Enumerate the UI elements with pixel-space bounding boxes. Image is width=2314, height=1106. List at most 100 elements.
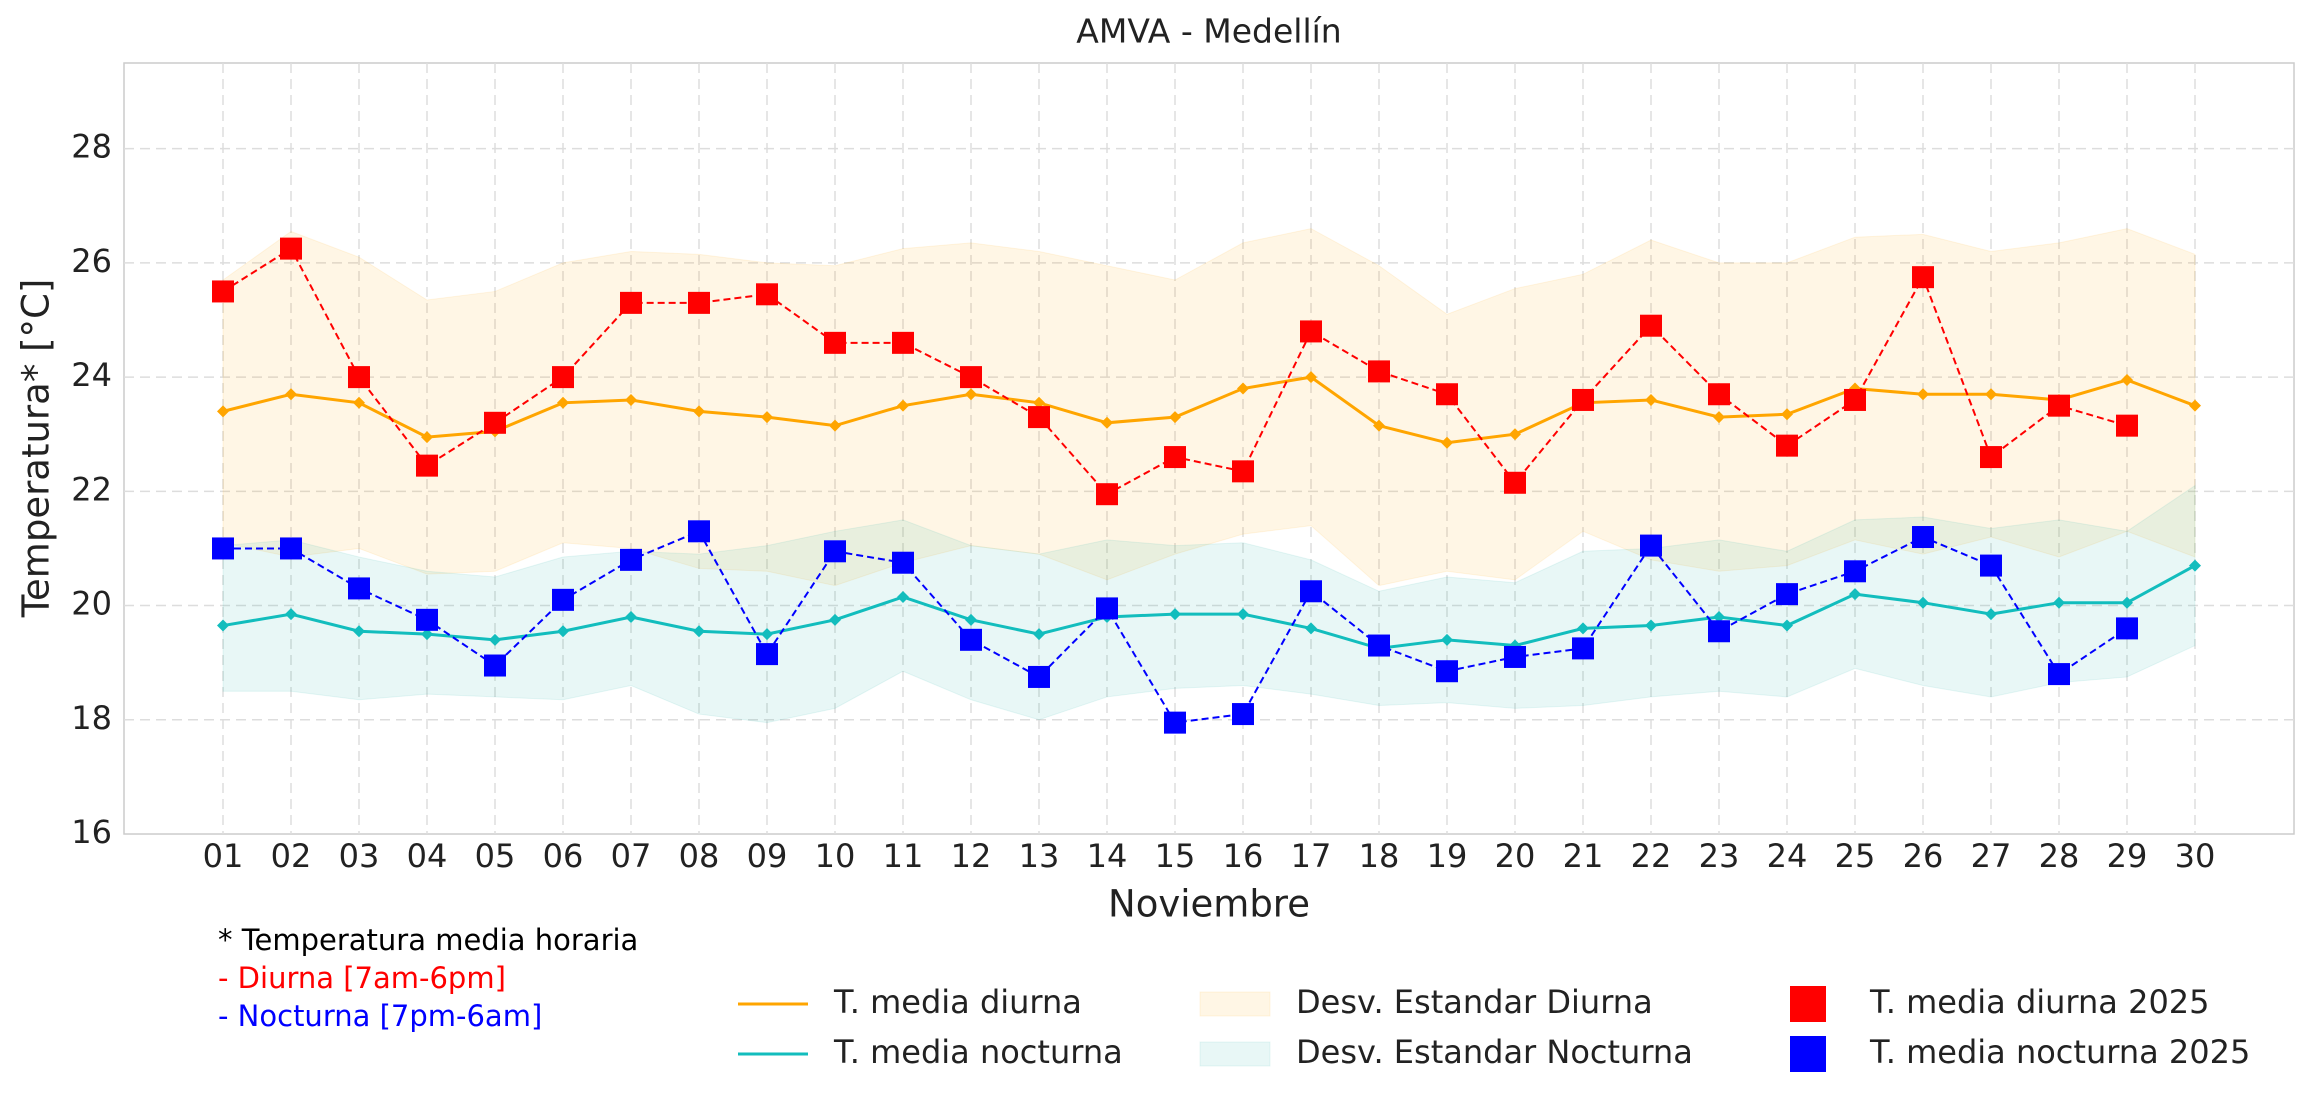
square-marker [1300,320,1322,343]
note: * Temperatura media horaria [218,923,638,957]
square-marker [1164,446,1186,469]
mean-marker [829,419,841,432]
square-marker [1776,583,1798,606]
note: - Diurna [7am-6pm] [218,961,506,995]
mean-marker [1985,388,1997,401]
square-marker [212,280,234,303]
mean-marker [1305,622,1317,635]
x-tick-label: 28 [2039,837,2080,875]
x-tick-label: 18 [1359,837,1400,875]
y-tick-label: 20 [71,585,112,623]
square-marker [1504,645,1526,668]
mean-marker [1169,608,1181,621]
square-marker [348,366,370,389]
square-marker [620,291,642,314]
mean-line [222,564,2196,650]
x-tick-label: 05 [475,837,516,875]
mean-marker [217,405,229,418]
square-marker [1572,637,1594,660]
square-marker [1776,434,1798,457]
x-tick-label: 15 [1155,837,1196,875]
square-marker [1640,314,1662,337]
mean-marker [353,625,365,638]
x-tick-label: 29 [2107,837,2148,875]
x-tick-label: 08 [679,837,720,875]
square-marker [892,551,914,574]
square-marker [1912,266,1934,289]
square-marker [1572,388,1594,411]
mean-marker [1713,610,1725,623]
mean-marker [1305,371,1317,384]
legend-patch [1199,991,1271,1017]
mean-marker [897,590,909,603]
mean-marker [1781,408,1793,421]
square-marker [1096,597,1118,620]
square-marker [1028,665,1050,688]
mean-marker [1917,388,1929,401]
square-marker [416,454,438,477]
square-marker [416,608,438,631]
square-marker [620,548,642,571]
mean-marker [1781,619,1793,632]
x-tick-label: 03 [339,837,380,875]
square-marker [1980,446,2002,469]
square-marker [280,237,302,260]
square-marker [484,411,506,434]
x-tick-label: 20 [1495,837,1536,875]
square-marker [1096,483,1118,506]
x-axis-label: Noviembre [1108,883,1310,926]
mean-line [222,375,2196,445]
plot-area [123,62,2295,835]
mean-marker [421,628,433,641]
std-band [222,484,2196,724]
x-tick-label: 24 [1767,837,1808,875]
x-tick-label: 17 [1291,837,1332,875]
mean-marker [2189,399,2201,412]
square-marker [1844,560,1866,583]
mean-marker [2189,559,2201,572]
mean-marker [693,405,705,418]
square-marker [824,331,846,354]
x-tick-label: 22 [1631,837,1672,875]
mean-marker [897,399,909,412]
x-tick-label: 13 [1019,837,1060,875]
legend-square [1790,1036,1826,1072]
legend-label: T. media nocturna [833,1033,1123,1071]
mean-marker [625,610,637,623]
legend-label: T. media nocturna 2025 [1869,1033,2250,1071]
mean-marker [625,393,637,406]
square-marker [756,643,778,666]
x-tick-label: 19 [1427,837,1468,875]
square-marker [1436,660,1458,683]
square-marker [1300,580,1322,603]
mean-marker [761,628,773,641]
x-tick-label: 12 [951,837,992,875]
mean-marker [1917,596,1929,609]
square-marker [2048,663,2070,686]
square-marker [552,588,574,611]
y-tick-label: 26 [71,242,112,280]
x-tick-label: 06 [543,837,584,875]
x-tick-label: 23 [1699,837,1740,875]
y-tick-label: 18 [71,699,112,737]
y-tick-label: 16 [71,813,112,851]
mean-marker [1441,633,1453,646]
square-marker [552,366,574,389]
mean-marker [1033,396,1045,409]
mean-marker [1645,393,1657,406]
mean-marker [1237,608,1249,621]
mean-marker [2121,373,2133,386]
legend-patch [1199,1041,1271,1067]
legend-label: Desv. Estandar Nocturna [1296,1033,1693,1071]
mean-marker [1237,382,1249,395]
y-tick-label: 28 [71,128,112,166]
square-marker [1708,620,1730,643]
square-marker [2116,617,2138,640]
square-marker [1708,383,1730,406]
mean-marker [693,625,705,638]
x-tick-label: 02 [271,837,312,875]
mean-marker [353,396,365,409]
square-marker [1164,711,1186,734]
mean-marker [829,613,841,626]
